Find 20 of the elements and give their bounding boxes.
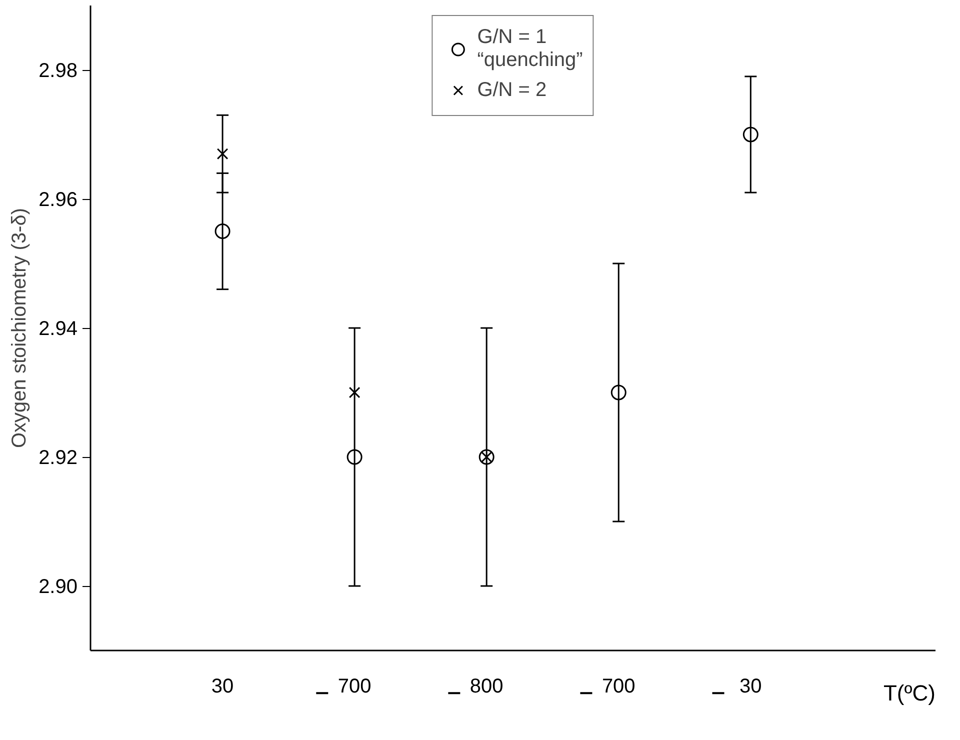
x-tick-label: 700	[338, 676, 372, 698]
legend-label: G/N = 2	[477, 78, 547, 102]
point	[742, 126, 758, 142]
x-tick-label: 800	[470, 676, 504, 698]
point	[214, 224, 230, 239]
point	[610, 384, 626, 400]
point	[216, 148, 228, 160]
point	[348, 386, 360, 398]
point	[346, 449, 362, 465]
y-tick-label: 2.96	[38, 189, 78, 211]
legend-label: G/N = 1 “quenching”	[477, 26, 583, 72]
y-axis-title: Oxygen stoichiometry (3-δ)	[8, 208, 31, 448]
y-tick-label: 2.98	[38, 60, 78, 82]
y-tick-label: 2.94	[38, 318, 78, 340]
x-tick-label: 30	[740, 676, 762, 698]
y-tick-label: 2.92	[38, 447, 78, 469]
x-tick-label: 30	[211, 676, 234, 698]
x-axis-title: T(ºC)	[883, 680, 936, 706]
y-tick-label: 2.90	[38, 576, 78, 598]
x-tick-label: 700	[602, 676, 636, 698]
